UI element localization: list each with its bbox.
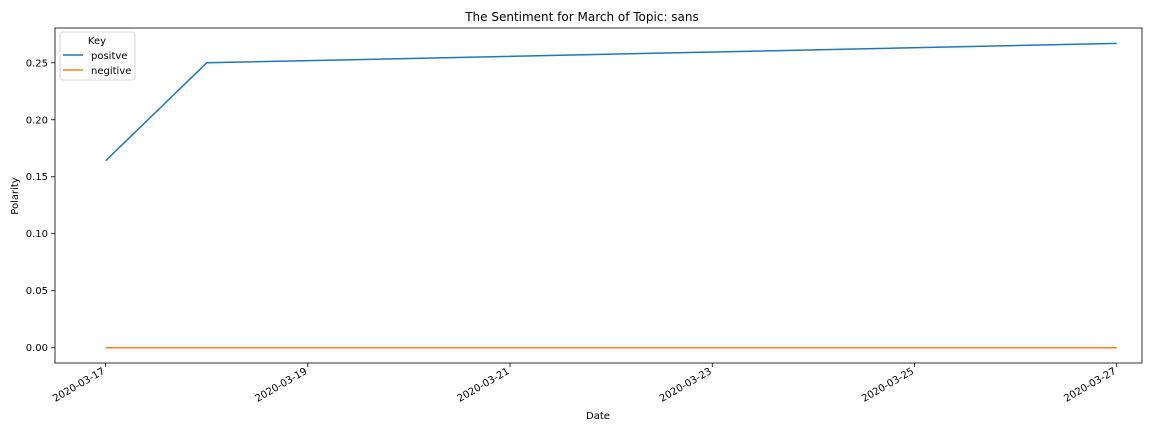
plot-area: 0.000.050.100.150.200.25 2020-03-17 2020-… [26,27,1143,405]
y-tick-label: 0.00 [26,343,48,354]
y-tick-label: 0.20 [26,115,48,126]
y-tick-label: 0.25 [26,58,48,69]
legend: Key positve negitive [59,31,136,81]
x-tick-label: 2020-03-17 [51,366,107,405]
y-tick-label: 0.10 [26,229,48,240]
y-tick-label: 0.15 [26,172,48,183]
legend-title: Key [88,36,106,47]
x-tick-label: 2020-03-23 [658,366,714,405]
y-axis-ticks: 0.00 0.05 0.10 0.15 0.20 0.25 [26,58,55,354]
chart-title: The Sentiment for March of Topic: sans [464,10,699,24]
x-axis-label: Date [586,411,610,422]
x-tick-label: 2020-03-27 [1062,366,1118,405]
x-tick-label: 2020-03-21 [456,366,512,405]
y-axis-label: Polarity [10,177,21,215]
x-tick-label: 2020-03-19 [253,366,309,405]
legend-entries: positve negitive [63,51,131,77]
legend-label: positve [91,51,127,62]
series-line-0 [105,42,1117,162]
series-lines [105,42,1117,349]
x-axis-ticks: 2020-03-17 2020-03-19 2020-03-21 2020-03-23… [51,363,1118,405]
y-tick-label: 0.05 [26,286,48,297]
plot-frame [54,27,1143,364]
x-tick-label: 2020-03-25 [860,366,916,405]
legend-label: negitive [91,66,131,77]
legend-frame [59,31,136,81]
